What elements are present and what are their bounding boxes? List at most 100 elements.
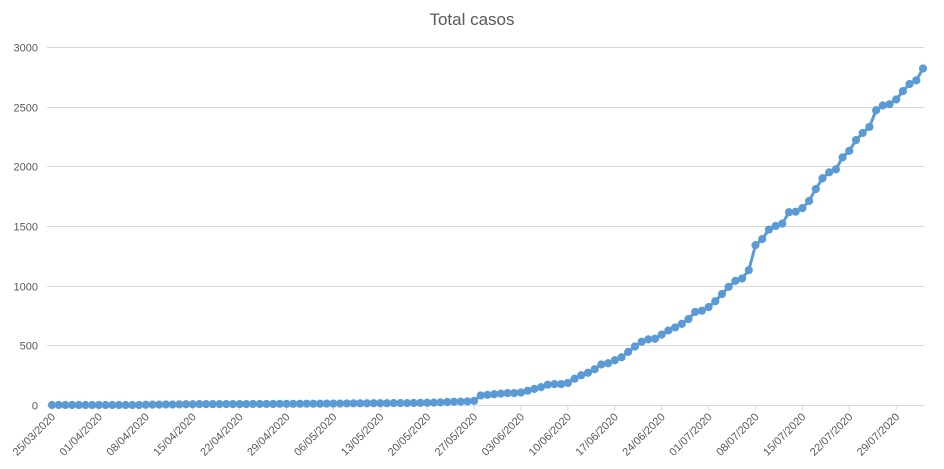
data-point (604, 359, 613, 368)
x-tick-label: 03/06/2020 (480, 411, 527, 458)
x-tick-label: 24/06/2020 (620, 411, 667, 458)
data-point (691, 307, 700, 317)
data-point (671, 323, 680, 332)
data-point (356, 399, 365, 408)
data-point (108, 400, 117, 410)
data-point (349, 399, 358, 408)
data-point (121, 400, 130, 410)
data-point (315, 399, 325, 408)
data-point (275, 399, 284, 408)
data-point (101, 400, 110, 410)
data-point (68, 400, 77, 410)
data-point (476, 391, 485, 400)
data-point (208, 400, 217, 409)
data-point (905, 79, 914, 89)
data-point (436, 398, 445, 407)
x-tick-label: 27/05/2020 (433, 411, 480, 458)
data-point (262, 399, 271, 409)
data-point (684, 314, 693, 324)
data-point (443, 397, 452, 407)
data-point (912, 76, 921, 85)
x-tick-label: 22/07/2020 (808, 411, 855, 458)
data-point (282, 399, 291, 408)
data-point (838, 153, 847, 162)
data-point (148, 400, 157, 409)
data-point (141, 400, 150, 409)
data-point (181, 400, 191, 409)
data-point (650, 334, 660, 343)
data-point (456, 397, 465, 406)
data-point (135, 400, 144, 410)
data-point (188, 400, 197, 409)
data-point (114, 400, 124, 410)
data-point (202, 400, 211, 409)
data-point (449, 397, 459, 406)
data-point (155, 400, 164, 409)
data-point (530, 384, 539, 393)
x-tick-label: 01/07/2020 (667, 411, 714, 458)
data-point (677, 319, 686, 328)
gridlines (47, 47, 924, 406)
data-point (376, 399, 385, 408)
data-point (382, 399, 392, 408)
x-tick-label: 29/07/2020 (855, 411, 902, 458)
data-point (798, 204, 807, 213)
data-point (610, 356, 619, 365)
data-point (577, 371, 586, 380)
data-point (583, 368, 593, 377)
y-tick-label: 2000 (14, 162, 38, 174)
y-tick-label: 2500 (14, 103, 38, 115)
x-tick-label: 20/05/2020 (386, 411, 433, 458)
data-point (791, 207, 800, 216)
data-point (537, 383, 546, 392)
data-point (396, 398, 405, 408)
data-point (865, 122, 874, 132)
x-tick-label: 08/07/2020 (714, 411, 761, 458)
data-point (630, 342, 640, 351)
data-point (550, 380, 559, 389)
data-point (617, 353, 626, 362)
y-axis-ticks: 0 500 1000 1500 2000 2500 3000 (14, 43, 38, 413)
data-point (597, 360, 606, 369)
data-point (362, 399, 371, 408)
data-point (47, 400, 57, 410)
x-axis-ticks: 25/03/2020 01/04/2020 08/04/2020 15/04/2020… (11, 405, 902, 459)
data-point (503, 388, 512, 398)
data-point (255, 399, 264, 409)
data-point (389, 398, 398, 408)
data-point (664, 326, 673, 335)
data-point (851, 135, 861, 145)
data-point (878, 101, 887, 110)
data-point (751, 240, 760, 250)
x-tick-label: 29/04/2020 (245, 411, 292, 458)
x-tick-label: 06/05/2020 (292, 411, 339, 458)
data-point (81, 400, 90, 410)
data-point (778, 219, 787, 228)
data-point (222, 399, 231, 409)
data-point (322, 399, 331, 408)
data-point (543, 380, 552, 389)
y-tick-label: 1500 (14, 222, 38, 234)
data-point (470, 396, 479, 405)
data-point (831, 165, 841, 174)
data-point (496, 389, 505, 398)
x-tick-label: 13/05/2020 (339, 411, 386, 458)
data-point (918, 64, 928, 73)
data-point (483, 390, 492, 399)
data-point (369, 399, 378, 408)
data-point (704, 303, 713, 312)
data-point (510, 388, 519, 398)
data-point (744, 266, 753, 275)
x-tick-label: 25/03/2020 (11, 411, 58, 458)
data-point (771, 221, 780, 231)
data-point (731, 276, 740, 285)
data-point (563, 378, 573, 388)
data-point (590, 365, 599, 374)
y-tick-label: 0 (32, 401, 38, 413)
chart-title: Total casos (429, 10, 514, 29)
data-point (825, 168, 834, 177)
data-point (248, 399, 258, 409)
data-point (242, 399, 251, 409)
data-point (429, 398, 438, 407)
data-point (624, 347, 633, 356)
